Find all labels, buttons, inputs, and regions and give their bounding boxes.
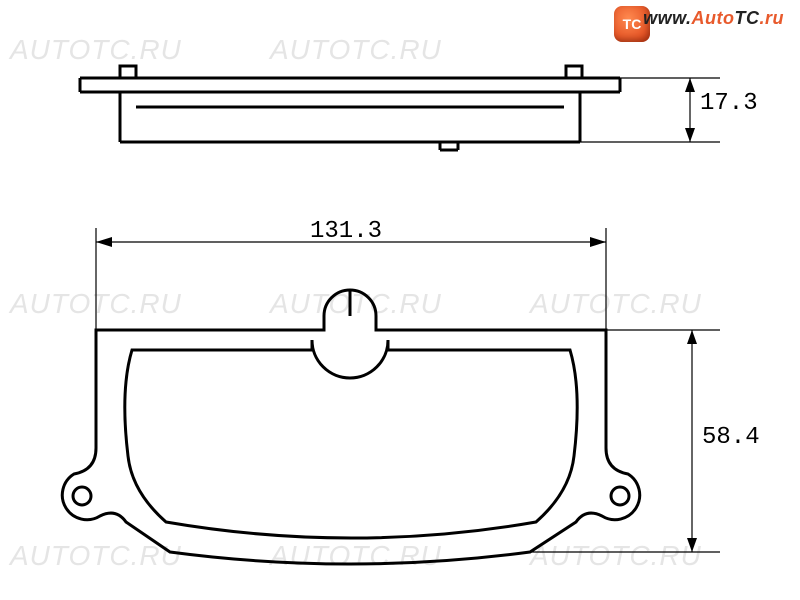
top-view (60, 30, 740, 205)
logo-prefix: www. (643, 8, 691, 28)
logo-mid: Auto (692, 8, 735, 28)
dim-height: 58.4 (702, 424, 760, 451)
site-logo: www.AutoTC.ru (643, 8, 784, 29)
front-view (60, 220, 740, 585)
top-view-svg (60, 30, 740, 200)
logo-part: TC (734, 8, 759, 28)
dim-thickness: 17.3 (700, 90, 758, 117)
dim-width: 131.3 (310, 218, 382, 245)
front-view-svg (60, 220, 740, 580)
logo-suffix: .ru (759, 8, 784, 28)
